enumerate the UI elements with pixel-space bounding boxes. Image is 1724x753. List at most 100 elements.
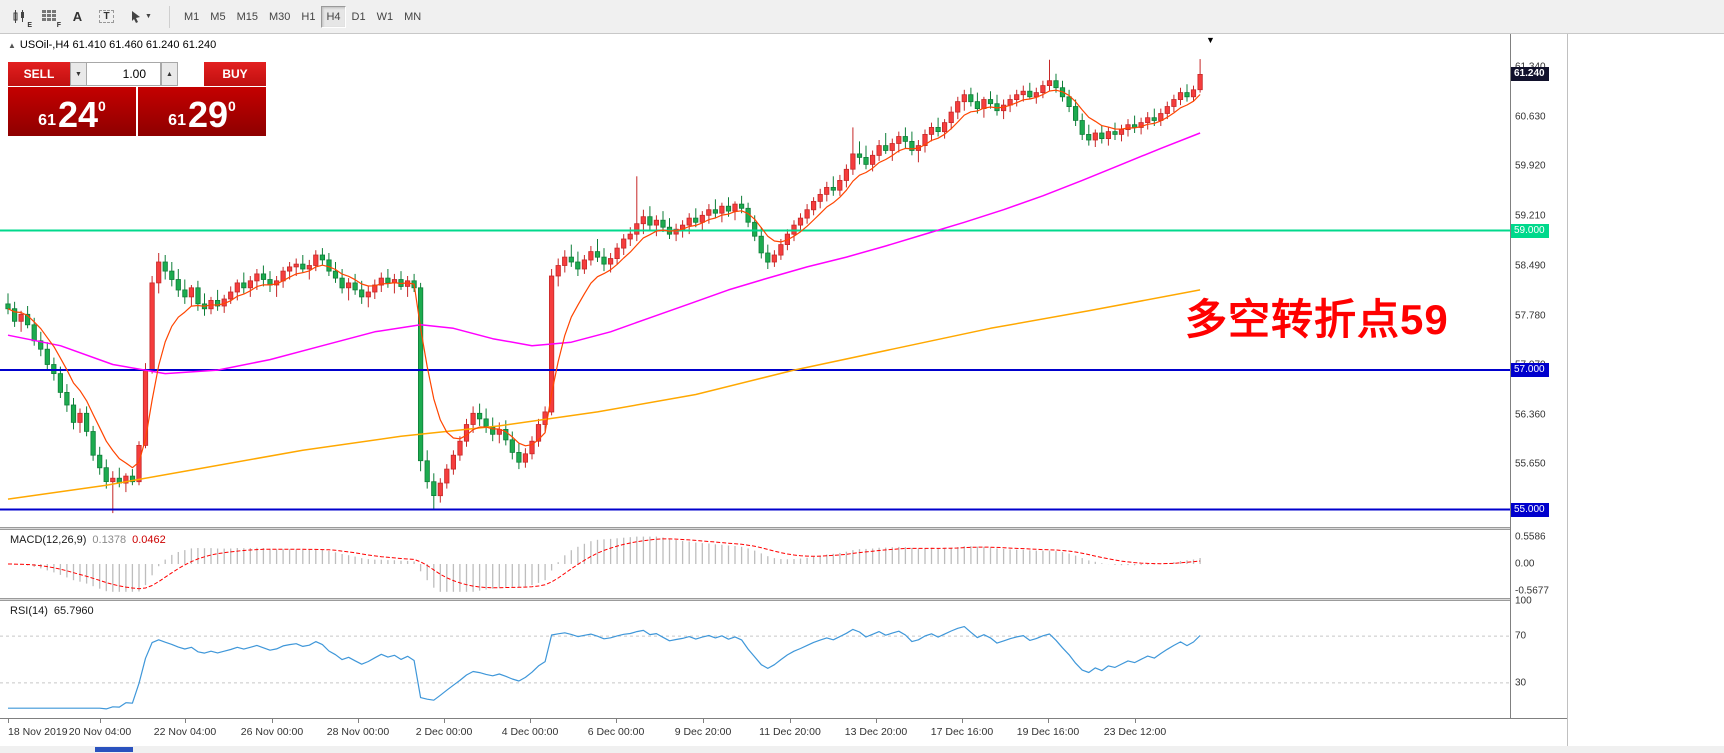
chart-column: ▲ USOil-,H4 61.410 61.460 61.240 61.240 ▼… — [0, 34, 1510, 753]
buy-price-main: 29 — [187, 94, 229, 135]
time-axis-tick — [1048, 719, 1049, 723]
trade-controls-row: SELL ▼ ▲ BUY — [8, 62, 266, 86]
draw-arrow-tool-icon[interactable]: ▼ — [122, 5, 160, 29]
text-label-tool-icon[interactable]: A — [72, 9, 83, 24]
one-click-toggle-icon[interactable]: ▲ — [8, 41, 16, 50]
sell-price-box[interactable]: 61 24 0 — [8, 87, 136, 136]
top-toolbar: E F A T ▼ M1 M5 M15 M30 H1 H4 D1 W1 MN — [0, 0, 1724, 34]
time-axis-tick — [876, 719, 877, 723]
price-tick-label: 59.210 — [1515, 210, 1546, 222]
buy-button[interactable]: BUY — [204, 62, 266, 86]
right-empty-area — [1567, 34, 1724, 746]
price-tick-label: 60.630 — [1515, 111, 1546, 123]
time-axis-label: 4 Dec 00:00 — [501, 726, 559, 738]
rsi-tick-label: 30 — [1515, 677, 1527, 689]
macd-signal-value: 0.0462 — [132, 534, 166, 546]
timeframe-button-m15[interactable]: M15 — [236, 10, 258, 23]
time-axis-label: 9 Dec 20:00 — [674, 726, 732, 738]
rsi-chart-canvas[interactable] — [0, 601, 1510, 718]
time-axis-tick — [185, 719, 186, 723]
time-axis-label: 19 Dec 16:00 — [1016, 726, 1080, 738]
timeframe-button-mn[interactable]: MN — [404, 10, 422, 23]
sell-button[interactable]: SELL — [8, 62, 70, 86]
time-axis-label: 28 Nov 00:00 — [326, 726, 390, 738]
price-chart-panel[interactable]: ▲ USOil-,H4 61.410 61.460 61.240 61.240 ▼… — [0, 34, 1510, 527]
time-axis-tick — [100, 719, 101, 723]
candlestick-chart-canvas[interactable] — [0, 34, 1510, 527]
panel-separator[interactable] — [0, 527, 1510, 530]
time-axis-tick — [703, 719, 704, 723]
time-axis-label: 6 Dec 00:00 — [587, 726, 645, 738]
trade-prices-row: 61 24 0 61 29 0 — [8, 87, 266, 136]
macd-main-value: 0.1378 — [92, 534, 127, 546]
price-scale[interactable]: 61.34060.63059.92059.21058.49057.78057.0… — [1510, 34, 1567, 718]
time-axis-tick — [616, 719, 617, 723]
price-tick-label: 55.650 — [1515, 458, 1546, 470]
rsi-tick-label: 100 — [1515, 595, 1532, 607]
time-axis-label: 17 Dec 16:00 — [930, 726, 994, 738]
timeframe-button-m5[interactable]: M5 — [210, 10, 226, 23]
macd-chart-canvas[interactable] — [0, 530, 1510, 598]
chart-type-icon[interactable]: E — [6, 5, 33, 29]
time-axis-tick — [358, 719, 359, 723]
time-axis-tick — [8, 719, 9, 723]
timeframe-button-m30[interactable]: M30 — [268, 10, 291, 23]
time-axis-tick — [272, 719, 273, 723]
sell-price-prefix: 61 — [38, 112, 56, 129]
chart-workspace: ▲ USOil-,H4 61.410 61.460 61.240 61.240 ▼… — [0, 34, 1724, 753]
time-axis-label: 22 Nov 04:00 — [153, 726, 217, 738]
rsi-name: RSI(14) — [10, 605, 48, 617]
icon-badge: E — [27, 21, 32, 29]
rsi-label: RSI(14) 65.7960 — [10, 605, 94, 617]
symbol-ohlc-readout: USOil-,H4 61.410 61.460 61.240 61.240 — [19, 39, 217, 51]
panel-separator[interactable] — [0, 598, 1510, 601]
buy-price-box[interactable]: 61 29 0 — [138, 87, 266, 136]
price-tick-label: 56.360 — [1515, 409, 1546, 421]
cursor-glyph — [132, 11, 141, 23]
volume-input[interactable] — [87, 62, 161, 86]
volume-dropdown-button[interactable]: ▼ — [70, 62, 87, 86]
sell-price-pip: 0 — [98, 98, 106, 114]
price-tick-label: 59.920 — [1515, 160, 1546, 172]
timeframe-group: M1 M5 M15 M30 H1 H4 D1 W1 MN — [179, 5, 426, 28]
price-tick-label: 57.780 — [1515, 310, 1546, 322]
rsi-panel[interactable]: RSI(14) 65.7960 — [0, 601, 1510, 718]
macd-panel[interactable]: MACD(12,26,9) 0.1378 0.0462 — [0, 530, 1510, 598]
timeframe-button-w1[interactable]: W1 — [376, 10, 394, 23]
time-axis-label: 20 Nov 04:00 — [68, 726, 132, 738]
text-box-tool-icon[interactable]: T — [93, 5, 120, 29]
rsi-tick-label: 70 — [1515, 630, 1527, 642]
hline-price-tag: 55.000 — [1511, 502, 1549, 517]
time-axis-label: 2 Dec 00:00 — [415, 726, 473, 738]
candlestick-glyph — [13, 9, 24, 23]
bottom-bar-fragment — [95, 747, 133, 752]
chart-annotation-text: 多空转折点59 — [1185, 296, 1449, 343]
time-axis-label: 11 Dec 20:00 — [759, 726, 821, 738]
buy-price-prefix: 61 — [168, 112, 186, 129]
macd-name: MACD(12,26,9) — [10, 534, 87, 546]
macd-tick-label: 0.5586 — [1515, 531, 1546, 543]
dropdown-arrow-icon: ▼ — [75, 70, 82, 78]
chevron-down-icon: ▼ — [145, 13, 152, 20]
latest-bar-marker-icon: ▼ — [1206, 35, 1215, 45]
toolbar-separator — [169, 5, 170, 28]
symbol-info: ▲ USOil-,H4 61.410 61.460 61.240 61.240 — [8, 39, 216, 51]
timeframe-button-d1[interactable]: D1 — [351, 10, 366, 23]
one-click-trade-panel: SELL ▼ ▲ BUY 61 24 0 — [8, 62, 266, 136]
timeframe-button-h1[interactable]: H1 — [301, 10, 316, 23]
time-axis[interactable]: 18 Nov 2019 20 Nov 04:00 22 Nov 04:00 26 No… — [0, 718, 1567, 746]
timeframe-button-h4[interactable]: H4 — [321, 5, 346, 28]
time-axis-label: 18 Nov 2019 — [8, 726, 68, 738]
time-axis-label: 23 Dec 12:00 — [1103, 726, 1167, 738]
time-axis-tick — [790, 719, 791, 723]
current-price-tag: 61.240 — [1511, 67, 1549, 82]
sell-price-main: 24 — [57, 94, 99, 135]
macd-label: MACD(12,26,9) 0.1378 0.0462 — [10, 534, 166, 546]
grid-icon[interactable]: F — [35, 5, 62, 29]
trade-panel-spacer — [178, 62, 204, 86]
icon-badge: F — [56, 21, 61, 29]
volume-increase-button[interactable]: ▲ — [161, 62, 178, 86]
timeframe-button-m1[interactable]: M1 — [184, 10, 200, 23]
grid-glyph — [41, 10, 56, 21]
time-axis-tick — [962, 719, 963, 723]
